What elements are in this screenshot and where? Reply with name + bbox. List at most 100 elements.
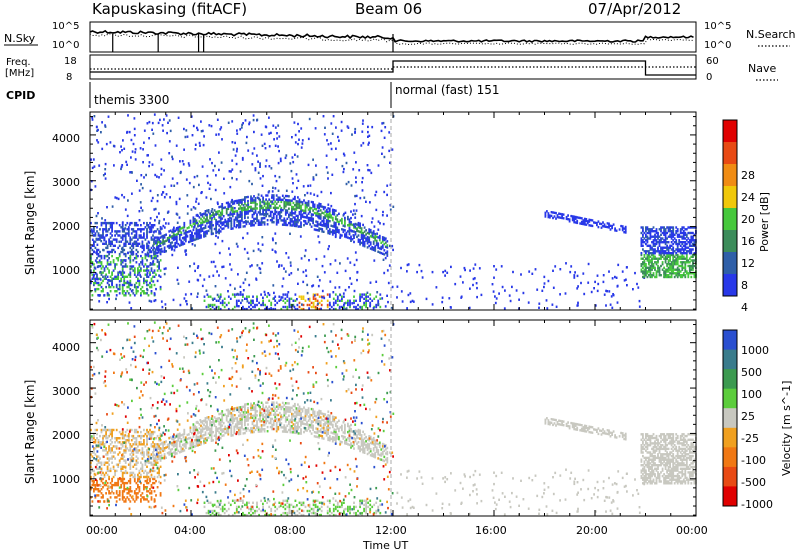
- power-cell: [281, 264, 283, 266]
- power-cell: [401, 290, 403, 292]
- power-cell: [335, 210, 337, 212]
- power-cell: [341, 218, 343, 220]
- power-cell: [650, 265, 652, 267]
- power-cell: [426, 298, 428, 300]
- power-cell: [248, 302, 250, 304]
- power-cell: [272, 249, 274, 251]
- velocity-cell: [327, 414, 329, 416]
- power-cell: [114, 196, 116, 198]
- velocity-cell: [332, 424, 334, 426]
- power-cell: [350, 236, 352, 238]
- power-cell: [353, 296, 355, 298]
- power-cell: [129, 257, 131, 259]
- power-cell: [184, 250, 186, 252]
- power-cell: [278, 150, 280, 152]
- power-cell: [122, 224, 124, 226]
- power-cell: [358, 238, 360, 240]
- power-cell: [215, 189, 217, 191]
- power-cell: [214, 304, 216, 306]
- power-cell: [307, 292, 309, 294]
- power-cell: [119, 284, 121, 286]
- power-cell: [326, 139, 328, 141]
- beam-label: Beam 06: [355, 0, 422, 18]
- power-cell: [306, 202, 308, 204]
- power-cell: [149, 264, 151, 266]
- power-cell: [93, 276, 95, 278]
- velocity-cell: [190, 427, 192, 429]
- power-cell: [300, 210, 302, 212]
- power-cell: [377, 245, 379, 247]
- power-cell: [155, 274, 157, 276]
- power-cell: [146, 232, 148, 234]
- power-cell: [326, 210, 328, 212]
- power-cell: [144, 130, 146, 132]
- velocity-cell: [383, 456, 385, 458]
- power-cell: [276, 132, 278, 134]
- power-cell: [282, 293, 284, 295]
- velocity-cell: [212, 439, 214, 441]
- power-cell: [143, 249, 145, 251]
- velocity-cell: [253, 431, 255, 433]
- power-cell: [286, 306, 288, 308]
- power-cell: [460, 275, 462, 277]
- power-cell: [126, 276, 128, 278]
- power-cb-4: 4: [741, 301, 748, 314]
- power-cb-20: 20: [741, 213, 755, 226]
- power-cell: [680, 270, 682, 272]
- power-cell: [129, 294, 131, 296]
- power-panel-frame: [90, 112, 696, 310]
- power-cell: [145, 226, 147, 228]
- power-cell: [386, 295, 388, 297]
- power-cell: [565, 262, 567, 264]
- power-cell: [282, 306, 284, 308]
- velocity-cell: [246, 415, 248, 417]
- power-cell: [100, 240, 102, 242]
- power-cell: [269, 205, 271, 207]
- power-cell: [343, 168, 345, 170]
- power-cell: [155, 288, 157, 290]
- power-cell: [381, 297, 383, 299]
- power-cell: [165, 234, 167, 236]
- power-cell: [309, 118, 311, 120]
- power-colorbar-swatch: [723, 230, 737, 253]
- power-cell: [150, 190, 152, 192]
- power-cell: [315, 298, 317, 300]
- power-cell: [180, 172, 182, 174]
- power-cell: [301, 146, 303, 148]
- power-cell: [228, 247, 230, 249]
- velocity-cell: [276, 426, 278, 428]
- power-cell: [236, 148, 238, 150]
- power-cell: [654, 267, 656, 269]
- power-cell: [126, 265, 128, 267]
- power-cell: [231, 159, 233, 161]
- power-cell: [192, 243, 194, 245]
- power-cell: [143, 278, 145, 280]
- power-cell: [199, 274, 201, 276]
- power-cell: [309, 211, 311, 213]
- power-cell: [361, 227, 363, 229]
- power-cell: [306, 223, 308, 225]
- power-cell: [297, 155, 299, 157]
- power-cell: [119, 245, 121, 247]
- power-cell: [152, 122, 154, 124]
- power-cell: [188, 281, 190, 283]
- power-cell: [321, 228, 323, 230]
- power-cell: [349, 228, 351, 230]
- power-cell: [639, 300, 641, 302]
- power-cell: [354, 226, 356, 228]
- power-cell: [212, 304, 214, 306]
- power-cell: [512, 271, 514, 273]
- velocity-cell: [377, 457, 379, 459]
- power-cell: [544, 282, 546, 284]
- power-cell: [338, 231, 340, 233]
- power-cell: [190, 293, 192, 295]
- power-cell: [240, 222, 242, 224]
- power-cell: [260, 250, 262, 252]
- power-cell: [359, 293, 361, 295]
- power-cell: [642, 226, 644, 228]
- power-cell: [94, 266, 96, 268]
- velocity-cell: [294, 405, 296, 407]
- power-cell: [166, 132, 168, 134]
- power-cell: [121, 248, 123, 250]
- velocity-cell: [364, 450, 366, 452]
